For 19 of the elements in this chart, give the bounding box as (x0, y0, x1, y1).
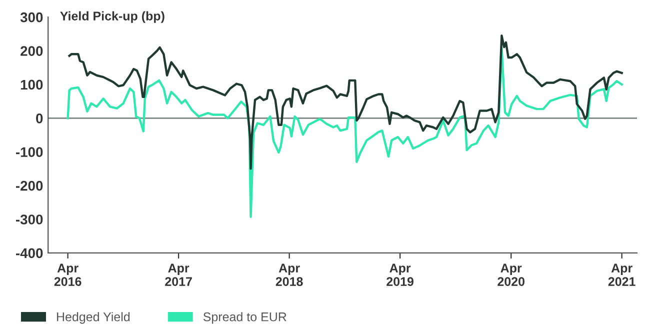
line-series (66, 46, 623, 218)
y-tick-label: 0 (36, 113, 43, 124)
y-tick-label: -300 (16, 214, 43, 224)
y-tick-label: 200 (20, 46, 43, 56)
x-tick-label: Apr 2017 (165, 264, 192, 286)
y-tick-label: -100 (16, 147, 43, 158)
y-tick-label: -400 (16, 248, 43, 258)
line-series (68, 34, 623, 170)
x-tick-label: Apr 2019 (386, 264, 414, 286)
x-tick-label: Apr 2021 (608, 264, 636, 286)
x-tick-label: Apr 2018 (276, 264, 303, 286)
x-tick-label: Apr 2016 (54, 264, 82, 286)
legend-label: Spread to EUR (203, 312, 286, 324)
y-tick-label: 100 (20, 80, 43, 90)
y-tick-label: -200 (16, 180, 43, 191)
x-tick-label: Apr 2020 (498, 264, 524, 286)
y-axis-title: Yield Pick-up (bp) (60, 11, 164, 23)
y-tick-label: 300 (20, 12, 43, 22)
legend-label: Hedged Yield (57, 312, 130, 324)
